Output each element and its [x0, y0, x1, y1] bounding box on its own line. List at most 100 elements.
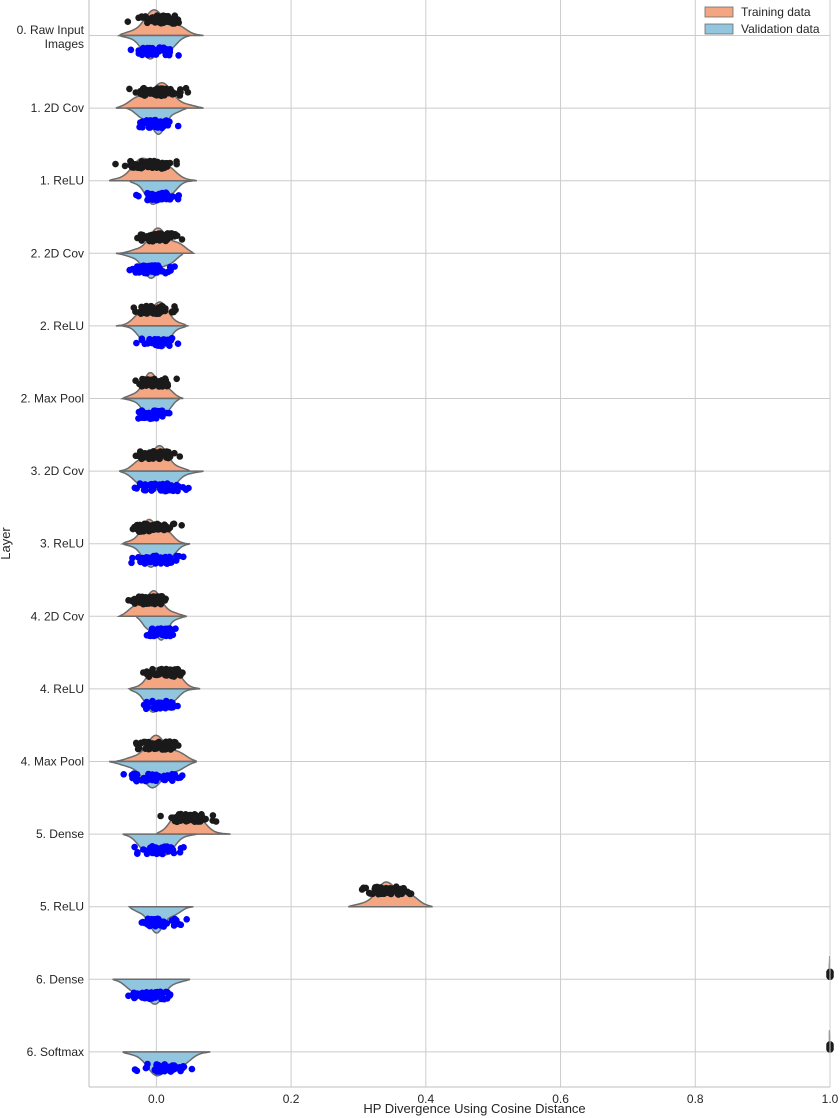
- validation-point-7-45: [180, 553, 187, 561]
- grid-lines: [89, 0, 831, 1087]
- validation-point-14-49: [159, 1065, 167, 1072]
- validation-point-14-27: [188, 1065, 196, 1073]
- validation-point-4-43: [161, 336, 169, 344]
- validation-point-5-37: [135, 415, 142, 422]
- validation-point-3-23: [167, 267, 174, 274]
- legend-label-training: Training data: [741, 5, 811, 19]
- training-point-4-32: [130, 304, 138, 312]
- validation-point-11-39: [168, 844, 175, 852]
- validation-point-0-49: [150, 48, 157, 56]
- training-point-4-40: [168, 308, 176, 315]
- training-point-0-53: [142, 14, 149, 22]
- training-point-11-54: [184, 817, 192, 824]
- validation-point-6-48: [162, 483, 169, 491]
- validation-point-6-24: [136, 480, 144, 487]
- y-tick-label-3: 2. 2D Cov: [31, 246, 84, 260]
- validation-point-5-46: [153, 415, 160, 422]
- training-point-5-50: [148, 383, 156, 390]
- training-point-9-53: [160, 667, 168, 674]
- validation-point-0-41: [166, 48, 174, 56]
- training-point-0-48: [174, 16, 182, 24]
- training-point-2-53: [142, 161, 149, 168]
- validation-point-0-45: [139, 44, 147, 52]
- training-point-5-51: [136, 380, 143, 388]
- x-tick-label-1: 0.2: [283, 1092, 300, 1106]
- validation-point-4-49: [150, 336, 158, 344]
- validation-point-4-13: [174, 340, 182, 348]
- training-point-0-51: [166, 18, 174, 26]
- validation-point-3-44: [140, 262, 147, 270]
- validation-point-10-37: [152, 777, 160, 785]
- validation-point-14-43: [153, 1068, 161, 1075]
- y-tick-label-13: 6. Dense: [36, 972, 84, 986]
- validation-point-10-48: [177, 774, 184, 781]
- y-tick-label-2: 1. ReLU: [40, 174, 84, 188]
- training-point-10-52: [142, 738, 149, 746]
- validation-point-12-48: [173, 917, 180, 924]
- validation-point-7-49: [162, 553, 169, 561]
- validation-point-1-49: [156, 120, 164, 127]
- validation-point-13-44: [125, 992, 132, 1000]
- training-point-1-45: [161, 92, 168, 99]
- training-point-3-54: [160, 236, 168, 243]
- validation-point-11-48: [157, 847, 165, 854]
- training-point-7-54: [136, 521, 143, 529]
- validation-point-7-35: [135, 554, 142, 561]
- validation-point-9-37: [143, 702, 150, 710]
- training-point-3-51: [162, 231, 170, 238]
- training-point-11-53: [171, 817, 179, 825]
- training-point-4-31: [136, 309, 143, 316]
- training-point-2-50: [158, 165, 165, 172]
- training-point-12-49: [375, 890, 382, 898]
- training-point-11-49: [212, 818, 220, 825]
- tick-labels: 0. Raw Input Images 1. 2D Cov 1. ReLU 2. 2D …: [17, 23, 839, 1106]
- validation-point-14-48: [172, 1063, 180, 1071]
- training-point-9-46: [143, 671, 151, 678]
- training-point-1-50: [126, 85, 133, 93]
- training-point-10-50: [149, 740, 156, 747]
- training-point-1-32: [167, 88, 175, 95]
- training-point-2-19: [173, 158, 180, 165]
- validation-point-9-30: [174, 702, 181, 710]
- training-point-12-52: [377, 884, 385, 891]
- training-point-1-48: [154, 90, 161, 98]
- validation-point-7-47: [146, 557, 153, 565]
- training-point-10-43: [135, 745, 142, 753]
- validation-point-2-29: [133, 191, 140, 199]
- validation-point-3-40: [171, 263, 178, 270]
- validation-point-13-41: [148, 995, 156, 1002]
- training-point-1-34: [182, 84, 190, 92]
- validation-point-1-47: [162, 118, 169, 126]
- training-point-6-36: [171, 449, 178, 457]
- validation-point-13-46: [143, 989, 150, 996]
- validation-point-14-47: [167, 1064, 174, 1071]
- validation-point-7-19: [172, 557, 180, 564]
- validation-point-7-32: [129, 554, 136, 562]
- x-axis-label: HP Divergence Using Cosine Distance: [363, 1101, 585, 1116]
- validation-point-4-33: [138, 335, 146, 343]
- training-point-11-39: [157, 812, 164, 820]
- training-point-10-51: [145, 745, 152, 753]
- validation-point-10-49: [132, 772, 140, 779]
- training-point-12-54: [390, 887, 397, 894]
- validation-point-10-47: [160, 776, 167, 783]
- x-tick-label-4: 0.8: [687, 1092, 704, 1106]
- training-point-5-17: [173, 375, 180, 383]
- validation-point-13-47: [143, 994, 151, 1002]
- axes: [88, 0, 831, 1088]
- y-tick-label-7: 3. ReLU: [40, 537, 84, 551]
- validation-point-11-47: [150, 845, 158, 853]
- training-point-8-49: [157, 598, 165, 605]
- validation-point-7-48: [166, 559, 174, 566]
- training-point-12-30: [407, 890, 415, 897]
- validation-point-12-49: [155, 918, 163, 925]
- y-tick-label-5: 2. Max Pool: [21, 392, 84, 406]
- training-point-11-50: [191, 814, 199, 822]
- validation-point-6-42: [149, 483, 156, 490]
- validation-point-2-40: [162, 195, 170, 203]
- training-point-2-54: [136, 162, 144, 170]
- training-point-2-48: [148, 161, 155, 169]
- validation-point-14-28: [133, 1067, 141, 1075]
- validation-point-2-19: [169, 193, 177, 200]
- legend-swatch-validation: [704, 23, 734, 35]
